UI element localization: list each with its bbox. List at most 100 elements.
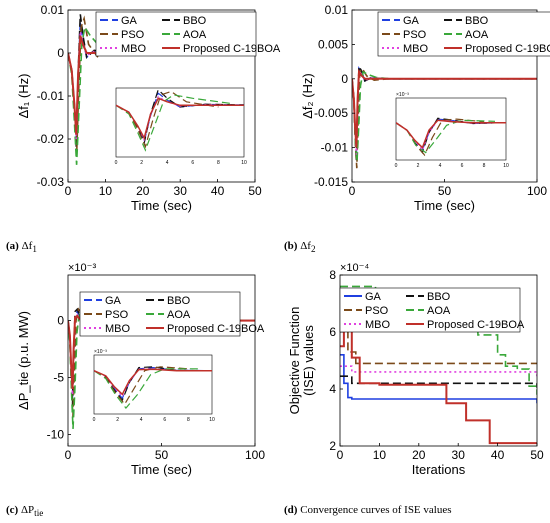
x-tick-label: 20 — [136, 184, 150, 198]
x-axis-label: Iterations — [412, 462, 466, 477]
x-tick-label: 50 — [438, 184, 452, 198]
inset-series-c19 — [396, 119, 506, 149]
inset-x-tick-label: 8 — [483, 163, 486, 169]
x-tick-label: 50 — [530, 448, 544, 462]
y-axis-label: Objective Function(ISE) values — [287, 307, 316, 415]
series-line-bbo — [340, 375, 537, 388]
caption-a: (a) Δf1 — [6, 240, 37, 255]
y-tick-label: 0 — [57, 314, 64, 328]
inset-x-tick-label: 10 — [503, 163, 509, 169]
y-tick-label: 0.005 — [318, 37, 348, 51]
inset-series-group — [116, 88, 244, 152]
legend-label-c19: Proposed C-19BOA — [183, 43, 281, 55]
plot-frame — [339, 274, 538, 447]
y-tick-label: -0.015 — [314, 175, 348, 189]
legend-label-mbo: MBO — [105, 323, 131, 335]
chart-panel-d: 0 10 20 30 40 50 2 4 6 8 Iterations Objective Funct… — [287, 262, 544, 477]
legend: GA BBO PSO AOA MBO Proposed C-19BOA — [79, 291, 265, 337]
caption-d: (d) Convergence curves of ISE values — [284, 504, 452, 516]
inset-x-tick-label: 2 — [140, 160, 143, 166]
inset-plot: 0 2 4 6 8 10 — [115, 87, 247, 166]
legend-label-bbo: BBO — [427, 291, 451, 303]
inset-series-group — [94, 366, 212, 410]
inset-series-aoa — [116, 94, 232, 152]
legend-label-aoa: AOA — [427, 305, 451, 317]
inset-x-tick-label: 8 — [187, 417, 190, 423]
legend-label-pso: PSO — [105, 309, 129, 321]
y-tick-label: 0 — [57, 46, 64, 60]
inset-x-tick-label: 0 — [93, 417, 96, 423]
legend-label-c19: Proposed C-19BOA — [167, 323, 265, 335]
inset-frame — [115, 87, 245, 158]
inset-plot: 0 2 4 6 8 10 ×10⁻³ — [395, 92, 509, 169]
inset-series-group — [396, 117, 506, 157]
legend-label-aoa: AOA — [183, 29, 207, 41]
y-tick-label: -0.01 — [321, 141, 349, 155]
y-tick-label: -5 — [53, 371, 64, 385]
y-tick-label: 0 — [341, 72, 348, 86]
legend-label-aoa: AOA — [465, 29, 489, 41]
y-tick-label: 2 — [329, 439, 336, 453]
inset-x-tick-label: 6 — [461, 163, 464, 169]
inset-x-tick-label: 6 — [163, 417, 166, 423]
inset-x-tick-label: 4 — [439, 163, 442, 169]
x-tick-label: 50 — [248, 184, 262, 198]
legend-label-ga: GA — [403, 15, 420, 27]
inset-x-tick-label: 6 — [191, 160, 194, 166]
inset-frame — [395, 97, 507, 161]
x-axis-label: Time (sec) — [131, 198, 192, 213]
y-tick-label: 6 — [329, 325, 336, 339]
inset-x-tick-label: 0 — [395, 163, 398, 169]
legend-box — [339, 287, 521, 333]
legend-label-bbo: BBO — [167, 295, 191, 307]
y-axis-label: Δf₁ (Hz) — [16, 74, 31, 119]
inset-x-tick-label: 4 — [140, 417, 143, 423]
x-tick-label: 0 — [65, 184, 72, 198]
x-tick-label: 100 — [245, 448, 265, 462]
inset-series-c19 — [116, 97, 244, 141]
legend-label-pso: PSO — [121, 29, 145, 41]
legend-label-ga: GA — [365, 291, 382, 303]
legend-label-pso: PSO — [403, 29, 427, 41]
x-tick-label: 30 — [174, 184, 188, 198]
x-tick-label: 50 — [155, 448, 169, 462]
legend-box — [377, 11, 550, 57]
series-line-mbo — [340, 365, 537, 378]
inset-series-aoa — [94, 368, 201, 410]
inset-x-tick-label: 8 — [217, 160, 220, 166]
x-tick-label: 40 — [211, 184, 225, 198]
x-tick-label: 0 — [349, 184, 356, 198]
legend-label-c19: Proposed C-19BOA — [427, 319, 525, 331]
legend-label-bbo: BBO — [465, 15, 489, 27]
inset-frame — [93, 354, 213, 415]
inset-exponent-label: ×10⁻³ — [396, 92, 409, 98]
y-tick-label: 8 — [329, 268, 336, 282]
x-tick-label: 10 — [99, 184, 113, 198]
y-tick-label: -0.01 — [37, 89, 65, 103]
y-tick-label: 0.01 — [325, 3, 349, 17]
legend: GA BBO PSO AOA MBO Proposed C-19BOA — [339, 287, 525, 333]
legend-label-ga: GA — [121, 15, 138, 27]
legend-label-c19: Proposed C-19BOA — [465, 43, 550, 55]
x-tick-label: 10 — [373, 448, 387, 462]
caption-b: (b) Δf2 — [284, 240, 316, 255]
x-axis-label: Time (sec) — [414, 198, 475, 213]
y-tick-label: 0.01 — [41, 3, 65, 17]
legend-label-mbo: MBO — [121, 43, 147, 55]
y-tick-label: -0.02 — [37, 132, 65, 146]
legend-label-pso: PSO — [365, 305, 389, 317]
inset-x-tick-label: 0 — [115, 160, 118, 166]
y-tick-label: -0.03 — [37, 175, 65, 189]
legend-label-aoa: AOA — [167, 309, 191, 321]
inset-x-tick-label: 10 — [209, 417, 215, 423]
inset-x-tick-label: 2 — [116, 417, 119, 423]
y-tick-label: -0.005 — [314, 106, 348, 120]
caption-c: (c) ΔPtie — [6, 504, 44, 519]
x-tick-label: 100 — [527, 184, 547, 198]
y-axis-label: ΔP_tie (p.u. MW) — [16, 311, 31, 410]
series-group — [352, 63, 537, 169]
legend: GA BBO PSO AOA MBO Proposed C-19BOA — [377, 11, 550, 57]
legend-label-bbo: BBO — [183, 15, 207, 27]
